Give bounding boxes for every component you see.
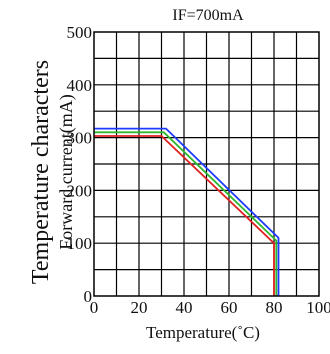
y-tick-label: 400 <box>67 76 93 95</box>
series-group <box>94 129 279 296</box>
x-tick-label: 40 <box>176 298 193 317</box>
grid <box>94 32 319 296</box>
y-axis-sublabel: Forward current(mA) <box>56 94 77 249</box>
y-axis-label: Temperature characters <box>28 60 54 284</box>
x-tick-label: 100 <box>306 298 330 317</box>
x-axis-label: Temperature(˚C) <box>146 323 260 342</box>
y-tick-label: 0 <box>84 287 93 306</box>
x-tick-label: 60 <box>221 298 238 317</box>
chart-title: IF=700mA <box>172 7 244 24</box>
y-tick-label: 500 <box>67 23 93 42</box>
series-line-2 <box>94 132 276 296</box>
x-tick-label: 20 <box>131 298 148 317</box>
x-tick-label: 80 <box>266 298 283 317</box>
